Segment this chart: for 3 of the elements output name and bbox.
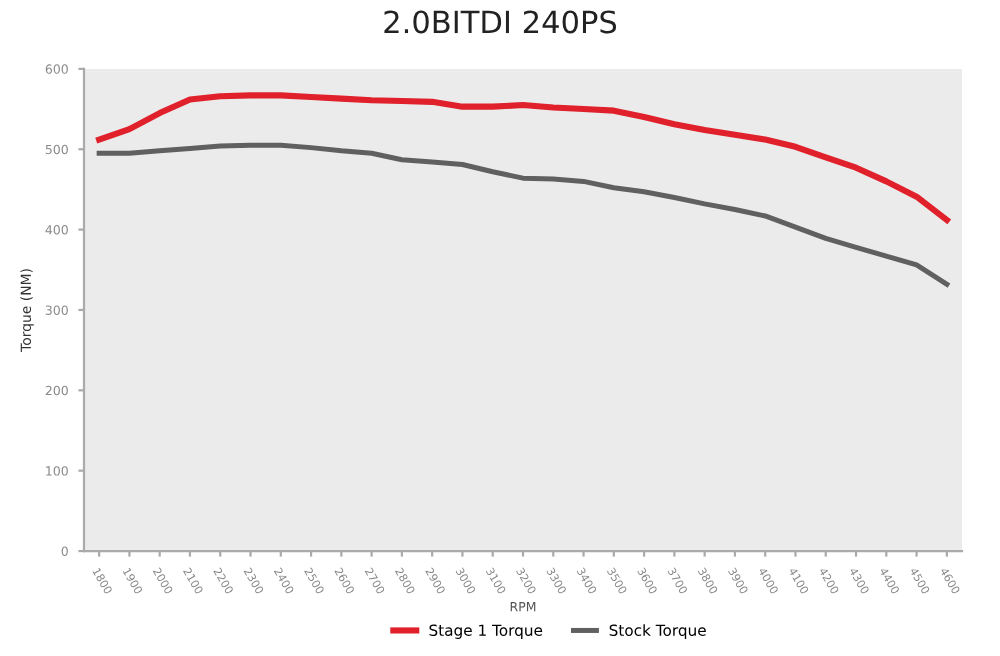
line-series <box>96 142 950 287</box>
chart-title: 2.0BITDI 240PS <box>384 10 617 34</box>
line-series <box>96 92 950 224</box>
